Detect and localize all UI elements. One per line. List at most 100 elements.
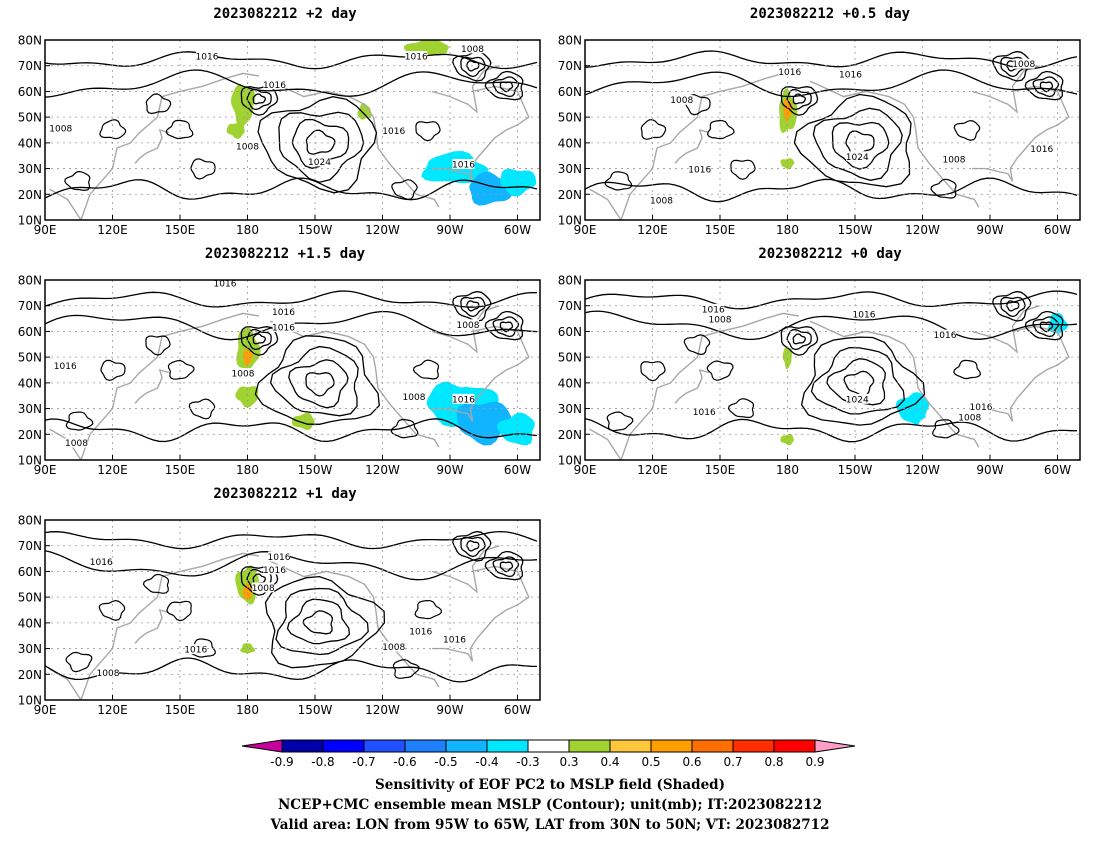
contour-label: 1008	[252, 584, 275, 594]
sensitivity-shade	[292, 412, 315, 430]
lon-tick-label: 90E	[34, 463, 57, 477]
isobar	[275, 587, 369, 656]
isobar	[45, 177, 538, 201]
colorbar-label: 0.5	[641, 755, 660, 769]
lon-tick-label: 150W	[838, 223, 873, 237]
isobar	[604, 171, 633, 191]
coastline	[674, 368, 709, 404]
coastline	[674, 128, 709, 164]
lon-tick-label: 90W	[976, 463, 1003, 477]
contour-label: 1008	[1012, 60, 1035, 70]
contour-label-bg	[263, 564, 286, 575]
lon-tick-label: 150E	[705, 223, 736, 237]
contour-label: 1008	[97, 669, 120, 679]
panel-title-3: 2023082212 +1.5 day	[204, 246, 366, 262]
contour-label-bg	[452, 393, 475, 404]
sensitivity-shade	[969, 374, 985, 391]
isobar	[415, 121, 441, 142]
isobar	[45, 69, 538, 98]
plot-frame	[44, 279, 541, 461]
contour-label: 1008	[382, 643, 405, 653]
lat-tick-label: 10N	[558, 454, 582, 468]
isobar	[254, 335, 380, 425]
lat-tick-label: 60N	[18, 325, 42, 339]
map-panel-5: 1016 1016 1016 1008 1016 1008 1016 1016 1008 10N 2…	[18, 514, 541, 717]
lat-tick-label: 40N	[18, 376, 42, 390]
isobar	[786, 328, 812, 351]
lon-tick-label: 120E	[97, 223, 128, 237]
contour-label-bg	[693, 406, 716, 417]
contour-label-bg	[252, 582, 275, 593]
contour-label: 1016	[970, 403, 993, 413]
isobar	[45, 530, 538, 550]
sensitivity-shade	[357, 103, 372, 120]
contour-label-bg	[943, 153, 965, 164]
contour-label-bg	[778, 66, 801, 77]
coastline	[49, 312, 259, 460]
sensitivity-shade	[55, 532, 79, 544]
isobar	[730, 159, 756, 180]
isobar	[640, 119, 667, 140]
sensitivity-shade	[448, 659, 487, 681]
colorbar-label: 0.9	[805, 755, 824, 769]
coastline	[134, 128, 169, 164]
footer-line-2: NCEP+CMC ensemble mean MSLP (Contour); u…	[277, 797, 823, 813]
isobar	[246, 88, 272, 111]
lon-tick-label: 60W	[1044, 463, 1071, 477]
isobar	[166, 600, 192, 622]
lat-tick-label: 50N	[18, 351, 42, 365]
panel-title-5: 2023082212 +1 day	[213, 486, 357, 502]
lat-tick-label: 20N	[18, 428, 42, 442]
isobar	[252, 333, 266, 345]
lon-tick-label: 90E	[34, 223, 57, 237]
colorbar-label: 0.7	[723, 755, 742, 769]
colorbar-swatch	[568, 739, 611, 753]
contour-label: 1008	[958, 413, 981, 423]
contour-label: 1016	[778, 68, 801, 78]
colorbar-label: -0.4	[475, 755, 498, 769]
isobar	[412, 359, 440, 380]
isobar	[845, 130, 875, 157]
isobar	[145, 93, 172, 115]
colorbar-swatch	[691, 739, 734, 753]
contour-label: 1016	[272, 308, 295, 318]
lat-tick-label: 10N	[18, 694, 42, 708]
isobar	[930, 178, 957, 199]
contour-label: 1016	[214, 280, 237, 290]
lon-tick-label: 150W	[298, 703, 333, 717]
contour-label-bg	[409, 626, 432, 637]
contour-label-bg	[702, 303, 725, 314]
isobar	[252, 93, 266, 105]
lon-tick-label: 90E	[574, 223, 597, 237]
colorbar-swatch	[486, 739, 529, 753]
isobar	[142, 573, 170, 594]
lon-tick-label: 150W	[298, 223, 333, 237]
lon-tick-label: 120W	[365, 223, 400, 237]
isobar	[499, 321, 514, 333]
isobar	[1039, 321, 1054, 333]
contour-label-bg	[382, 125, 405, 136]
isobar	[240, 326, 279, 356]
isobar	[305, 129, 336, 155]
coastline	[134, 368, 169, 404]
plot-frame	[584, 39, 1081, 221]
isobar	[264, 575, 386, 669]
isobar	[585, 177, 1078, 203]
isobar	[414, 599, 443, 620]
contour-label: 1008	[943, 155, 966, 165]
lon-tick-label: 150E	[165, 703, 196, 717]
isobar	[812, 107, 903, 181]
isobar	[1000, 56, 1026, 78]
contour-label: 1016	[853, 311, 876, 321]
lon-tick-label: 60W	[504, 703, 531, 717]
contour-label-bg	[403, 391, 425, 402]
isobar	[390, 418, 419, 439]
sensitivity-shade	[240, 643, 256, 654]
map-panel-1: 1016 1016 1016 1008 1008 1008 1024 1016 1016 10N 2…	[18, 34, 541, 237]
contour-label-bg	[308, 156, 331, 167]
contour-label: 1008	[232, 370, 255, 380]
plot-background	[585, 280, 1080, 460]
lon-tick-label: 150W	[838, 463, 873, 477]
lat-tick-label: 50N	[558, 351, 582, 365]
colorbar-swatch	[322, 739, 365, 753]
